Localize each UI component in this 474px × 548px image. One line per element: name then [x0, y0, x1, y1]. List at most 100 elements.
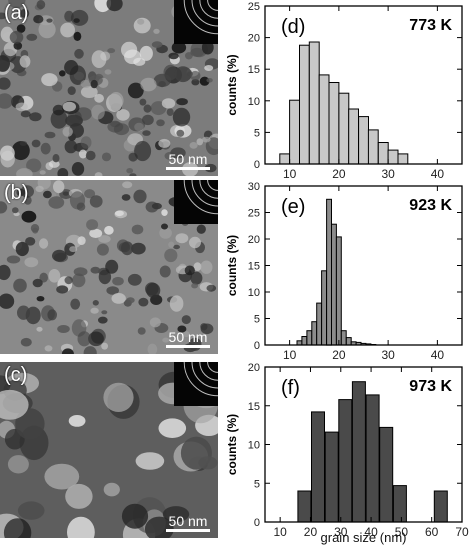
- grain-blob: [163, 64, 178, 81]
- y-tick-label: 20: [248, 33, 260, 45]
- grain-blob: [127, 273, 142, 286]
- grain-blob: [137, 327, 146, 335]
- grain-blob: [67, 516, 95, 538]
- grain-blob: [162, 506, 190, 523]
- histogram-bar: [311, 411, 325, 523]
- scale-bar-label: 50 nm: [168, 513, 208, 529]
- histogram-bar: [316, 302, 323, 346]
- grain-blob: [73, 267, 88, 277]
- grain-blob: [69, 191, 86, 210]
- grain-blob: [0, 93, 13, 109]
- histogram-bar: [377, 142, 389, 165]
- grain-blob: [105, 259, 119, 274]
- grain-blob: [29, 112, 42, 122]
- grain-blob: [146, 282, 161, 298]
- grain-blob: [138, 297, 149, 307]
- grain-blob: [116, 109, 130, 121]
- x-tick-label: 40: [431, 348, 445, 362]
- grain-blob: [52, 154, 60, 163]
- grain-blob: [53, 180, 65, 194]
- grain-blob: [98, 316, 108, 324]
- y-tick-label: 5: [254, 127, 260, 139]
- grain-blob: [36, 0, 46, 10]
- grain-blob: [0, 293, 15, 309]
- panel-letter: (e): [281, 196, 305, 218]
- grain-blob: [70, 298, 81, 310]
- grain-blob: [113, 123, 130, 136]
- grain-blob: [140, 77, 157, 92]
- histogram-bar: [279, 153, 291, 165]
- grain-blob: [20, 337, 32, 347]
- histogram-bar: [299, 44, 310, 165]
- grain-blob: [161, 98, 176, 109]
- tem-image-c: (c) 50 nm: [0, 362, 218, 538]
- grain-blob: [101, 342, 108, 350]
- grain-blob: [0, 375, 11, 395]
- grain-blob: [78, 149, 88, 159]
- grain-blob: [17, 501, 45, 520]
- grain-blob: [185, 52, 193, 60]
- grain-blob: [89, 195, 103, 208]
- grain-blob: [20, 185, 34, 198]
- grain-blob: [153, 28, 160, 34]
- grain-blob: [77, 331, 91, 347]
- grain-blob: [72, 273, 86, 288]
- y-tick-label: 15: [248, 401, 260, 413]
- grain-blob: [25, 237, 36, 246]
- grain-blob: [6, 255, 21, 264]
- temperature-label: 923 K: [409, 197, 452, 214]
- grain-blob: [139, 98, 147, 106]
- y-tick-label: 15: [248, 261, 260, 273]
- grain-blob: [19, 141, 28, 146]
- grain-blob: [175, 233, 189, 244]
- grain-blob: [62, 101, 76, 112]
- grain-blob: [104, 225, 114, 235]
- grain-blob: [91, 50, 107, 68]
- grain-blob: [15, 241, 29, 257]
- scale-bar: 50 nm: [166, 514, 210, 532]
- grain-blob: [200, 260, 213, 274]
- x-tick-label: 70: [455, 525, 469, 539]
- grain-blob: [0, 389, 29, 420]
- grain-blob: [9, 30, 24, 44]
- grain-blob: [15, 408, 45, 440]
- grain-blob: [121, 241, 134, 256]
- grain-blob: [147, 343, 158, 354]
- grain-blob: [193, 262, 202, 271]
- panel-letter: (d): [281, 16, 305, 38]
- grain-blob: [189, 142, 198, 149]
- grain-blob: [73, 18, 80, 23]
- grain-blob: [59, 70, 66, 77]
- grain-blob: [171, 41, 187, 54]
- grain-blob: [8, 0, 26, 9]
- grain-blob: [164, 248, 178, 263]
- grain-blob: [159, 265, 171, 278]
- grain-blob: [21, 210, 37, 223]
- grain-blob: [16, 168, 33, 176]
- grain-blob: [133, 17, 151, 34]
- y-tick-label: 5: [254, 478, 260, 490]
- histogram-bar: [392, 485, 407, 523]
- grain-blob: [191, 79, 200, 86]
- y-tick-label: 5: [254, 314, 260, 326]
- x-tick-label: 20: [304, 525, 318, 539]
- grain-blob: [131, 242, 146, 255]
- grain-blob: [32, 278, 43, 288]
- y-tick-label: 0: [254, 159, 260, 171]
- grain-blob: [133, 189, 147, 204]
- histogram-bar: [311, 321, 318, 346]
- y-tick-label: 10: [248, 96, 260, 108]
- grain-blob: [106, 286, 119, 295]
- x-tick-label: 20: [332, 348, 346, 362]
- grain-blob: [35, 185, 44, 193]
- grain-blob: [46, 18, 53, 23]
- grain-blob: [124, 49, 142, 65]
- grain-blob: [122, 181, 133, 189]
- grain-blob: [50, 109, 68, 129]
- grain-blob: [94, 93, 104, 103]
- grain-blob: [62, 126, 73, 137]
- y-tick-label: 20: [248, 234, 260, 246]
- y-tick-label: 10: [248, 287, 260, 299]
- y-tick-label: 20: [248, 362, 260, 374]
